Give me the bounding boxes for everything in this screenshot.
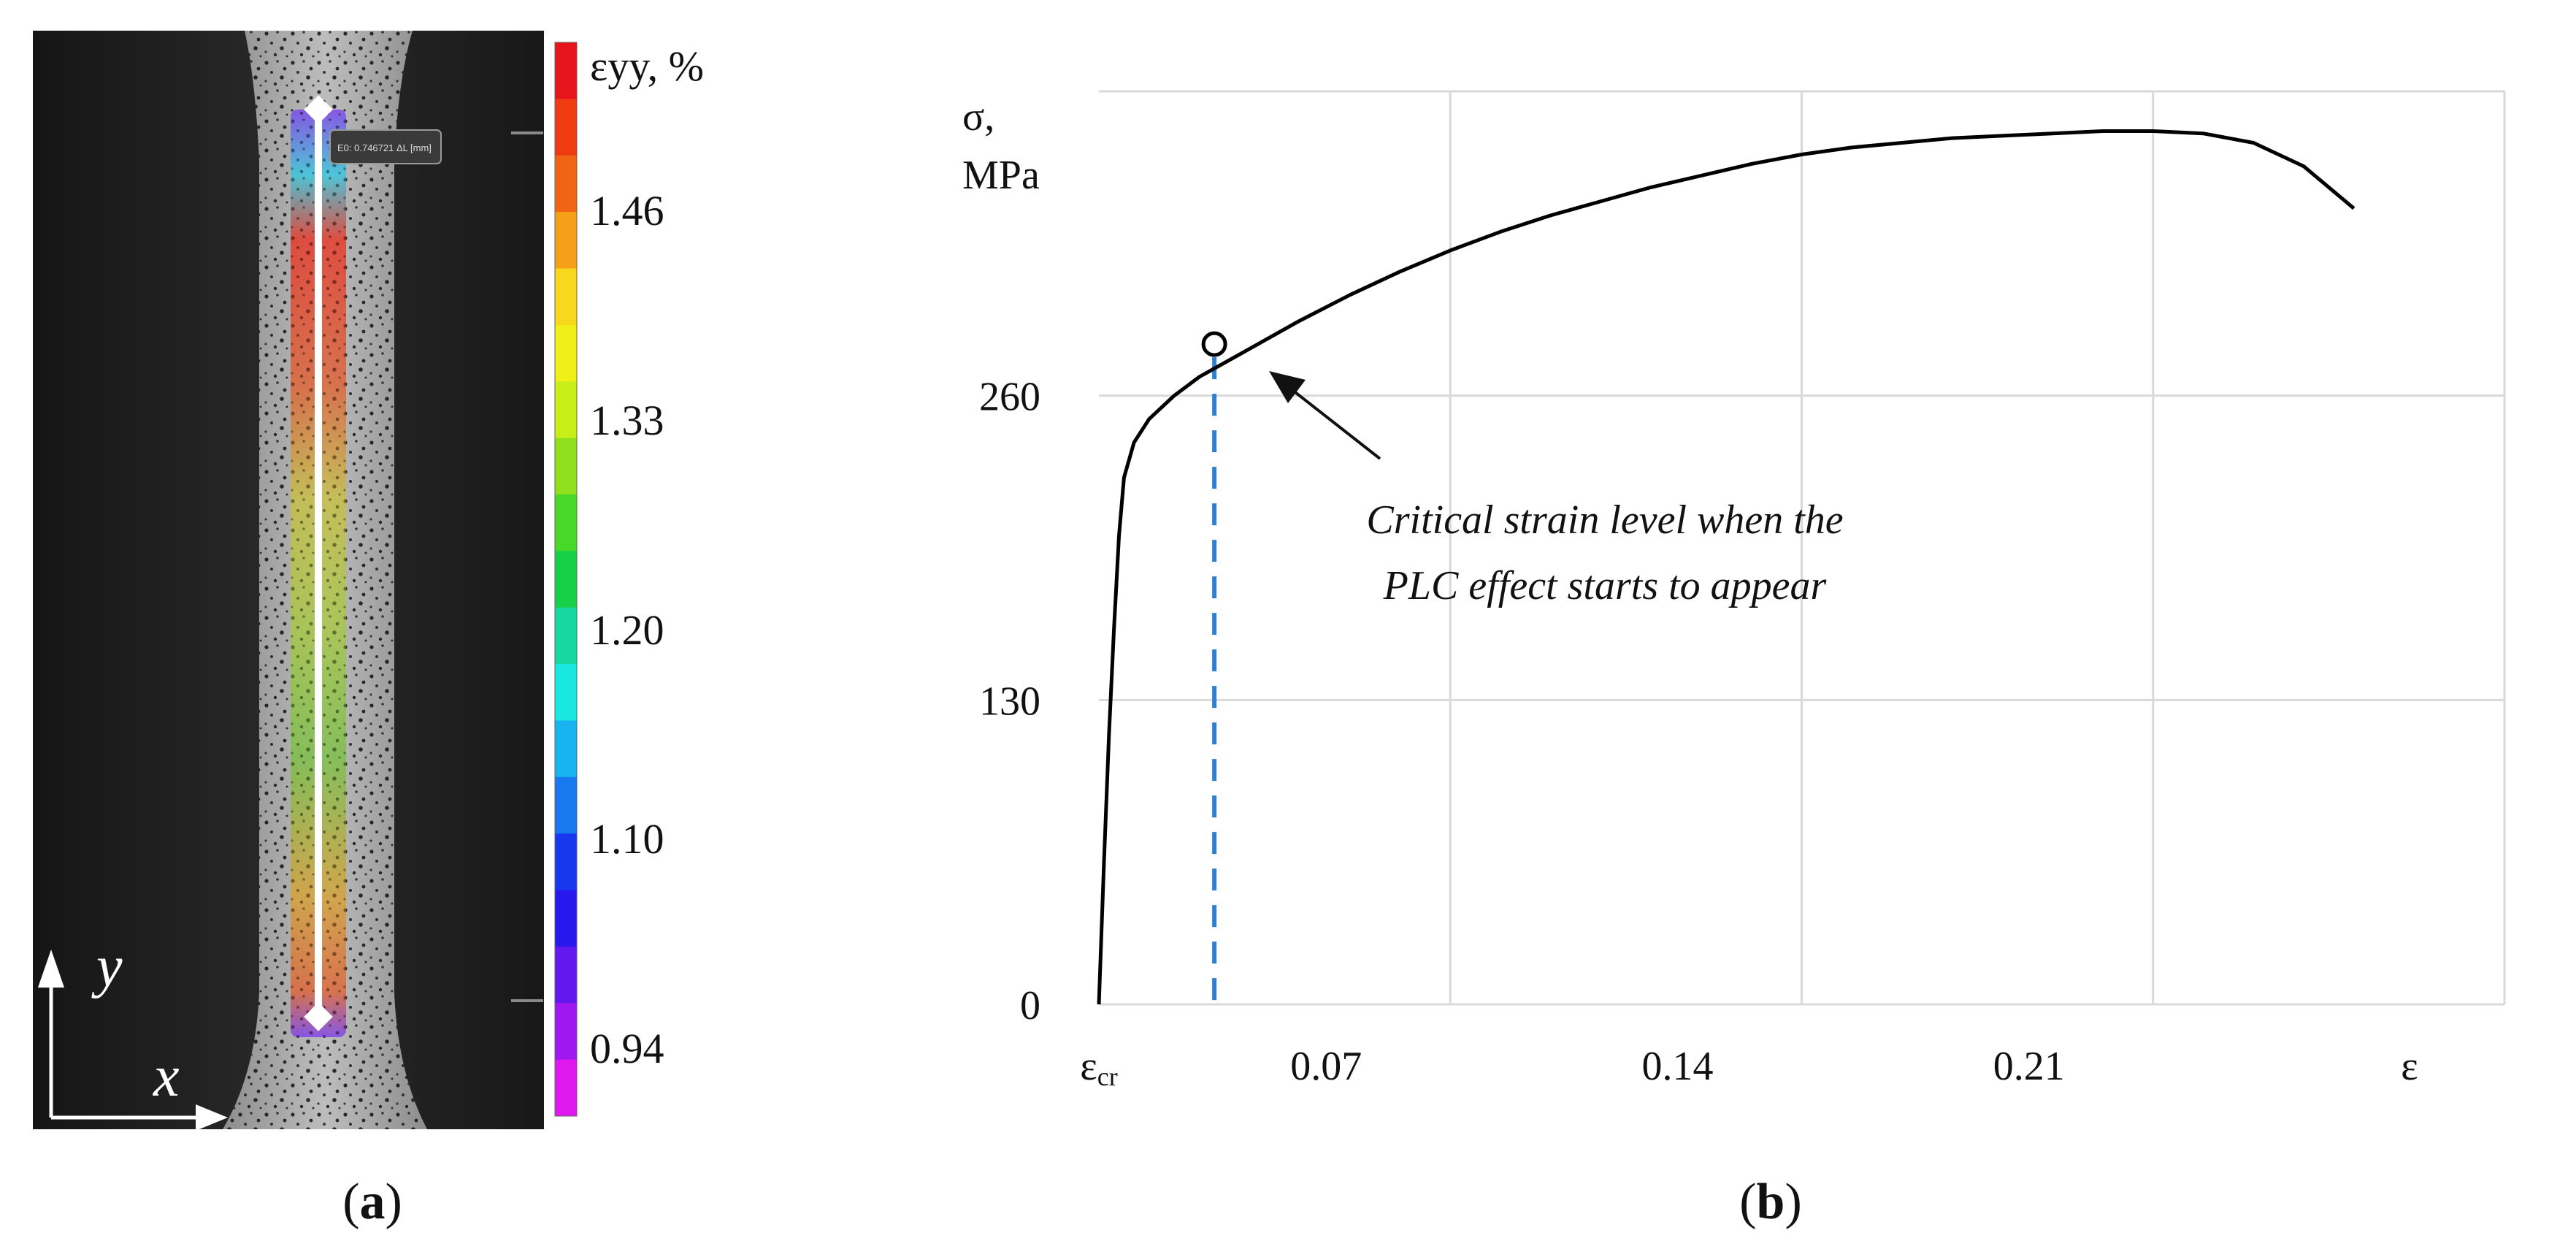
colorbar-segment <box>555 1003 577 1061</box>
y-tick-labels: 0 130 260 <box>979 375 1040 1028</box>
extensometer-tag-box <box>329 129 442 164</box>
x-tick-label: 0.14 <box>1642 1044 1714 1089</box>
grip-mark-bottom <box>511 999 543 1002</box>
panel-b-caption: (b) <box>1739 1174 1802 1230</box>
chart-gridlines <box>1099 90 2506 1004</box>
y-axis-label-line2: MPa <box>962 153 1040 198</box>
axis-label-x: x <box>153 1045 180 1109</box>
colorbar-segment <box>555 381 577 439</box>
colorbar-segment <box>555 212 577 269</box>
colorbar-segment <box>555 494 577 551</box>
colorbar-tick-label: 1.20 <box>590 606 664 654</box>
extensometer-tag-text: E0: 0.746721 ΔL [mm] <box>337 142 432 153</box>
x-tick-labels: 0.07 0.14 0.21 <box>1290 1044 2065 1089</box>
colorbar-segment <box>555 890 577 947</box>
colorbar-segment <box>555 720 577 778</box>
colorbar-segment <box>555 607 577 665</box>
colorbar-segment <box>555 42 577 99</box>
colorbar-tick-label: 1.10 <box>590 815 664 863</box>
x-axis-label: ε <box>2401 1044 2418 1089</box>
colorbar-segment <box>555 833 577 891</box>
x-tick-label: 0.21 <box>1993 1044 2065 1089</box>
x-tick-label: 0.07 <box>1290 1044 1362 1089</box>
colorbar-segment <box>555 155 577 213</box>
colorbar-title: εyy, % <box>590 42 704 90</box>
y-tick-label: 130 <box>979 679 1040 724</box>
colorbar-segment <box>555 268 577 326</box>
colorbar-segment <box>555 324 577 382</box>
extensometer-handle-top <box>304 95 333 124</box>
panel-a-caption: (a) <box>342 1174 402 1230</box>
colorbar-segment <box>555 99 577 156</box>
y-tick-label: 260 <box>979 375 1040 420</box>
grip-mark-top <box>511 131 543 134</box>
colorbar-tick-label: 1.33 <box>590 397 664 444</box>
coordinate-axes-icon <box>38 950 228 1131</box>
annotation-line-1: Critical strain level when the <box>1366 497 1843 543</box>
colorbar-tick-label: 0.94 <box>590 1025 664 1072</box>
y-axis-label-line1: σ, <box>962 94 994 140</box>
annotation-line-2: PLC effect starts to appear <box>1383 563 1827 608</box>
colorbar-segment <box>555 664 577 721</box>
y-tick-label: 0 <box>1020 983 1040 1028</box>
colorbar-segment <box>555 551 577 608</box>
colorbar-segment <box>555 438 577 495</box>
colorbar-tick-label: 1.46 <box>590 187 664 234</box>
annotation-arrow <box>1269 371 1381 460</box>
colorbar-tick-labels: 1.46 1.33 1.20 1.10 0.94 <box>590 187 664 1072</box>
axis-label-y: y <box>91 935 123 999</box>
critical-strain-marker <box>1201 331 1227 357</box>
strain-colorbar <box>554 42 578 1117</box>
stress-strain-curve <box>1097 129 2355 1005</box>
colorbar-segment <box>555 776 577 834</box>
x-origin-label: εcr <box>1080 1044 1117 1091</box>
colorbar-segment <box>555 1059 577 1117</box>
colorbar-segment <box>555 946 577 1004</box>
panel-a-figure: E0: 0.746721 ΔL [mm] y x εyy, % 1.46 1.33… <box>33 31 704 1230</box>
